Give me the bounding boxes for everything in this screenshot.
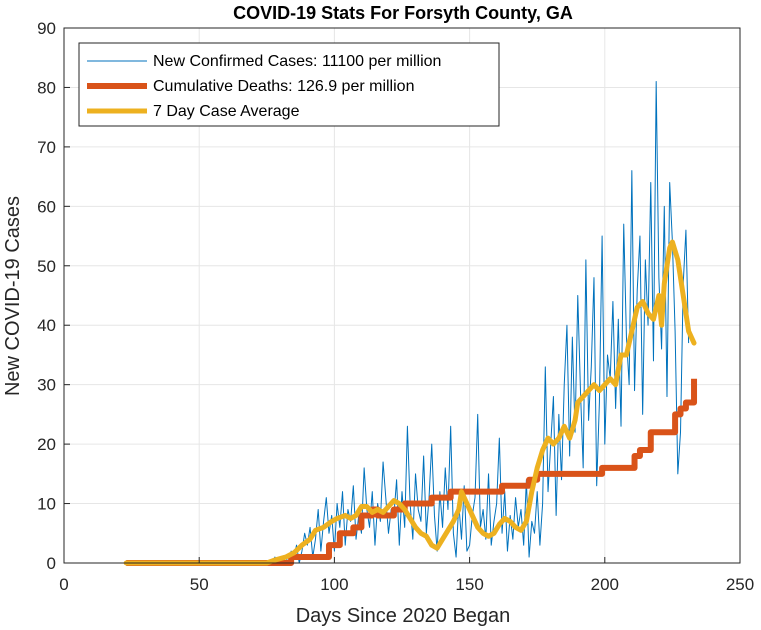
legend-label-deaths: Cumulative Deaths: 126.9 per million bbox=[153, 78, 414, 95]
x-tick-label: 150 bbox=[455, 575, 483, 594]
x-tick-label: 250 bbox=[726, 575, 754, 594]
x-axis-label: Days Since 2020 Began bbox=[296, 605, 511, 627]
y-tick-label: 20 bbox=[37, 435, 56, 454]
y-tick-label: 10 bbox=[37, 495, 56, 514]
y-tick-label: 30 bbox=[37, 376, 56, 395]
x-tick-label: 100 bbox=[320, 575, 348, 594]
y-tick-label: 70 bbox=[37, 138, 56, 157]
series-cumulative-deaths bbox=[126, 378, 698, 566]
legend-box bbox=[78, 42, 500, 127]
y-tick-label: 40 bbox=[37, 316, 56, 335]
x-tick-label: 50 bbox=[190, 575, 209, 594]
x-tick-label: 200 bbox=[591, 575, 619, 594]
y-tick-label: 0 bbox=[47, 554, 56, 573]
plot-area-border bbox=[63, 27, 741, 564]
legend: New Confirmed Cases: 11100 per million C… bbox=[78, 42, 500, 127]
chart-title: COVID-19 Stats For Forsyth County, GA bbox=[233, 3, 573, 23]
x-tick-label: 0 bbox=[59, 575, 68, 594]
y-tick-label: 60 bbox=[37, 197, 56, 216]
y-tick-label: 50 bbox=[37, 257, 56, 276]
y-axis-label: New COVID-19 Cases bbox=[2, 196, 24, 396]
axis-ticks: 0 50 100 150 200 250 0 10 20 30 40 50 60 70 80 90 bbox=[37, 19, 754, 594]
y-tick-label: 90 bbox=[37, 19, 56, 38]
legend-label-cases: New Confirmed Cases: 11100 per million bbox=[153, 53, 441, 70]
series-7-day-average bbox=[123, 239, 697, 566]
y-tick-label: 80 bbox=[37, 78, 56, 97]
legend-label-average: 7 Day Case Average bbox=[153, 103, 300, 120]
